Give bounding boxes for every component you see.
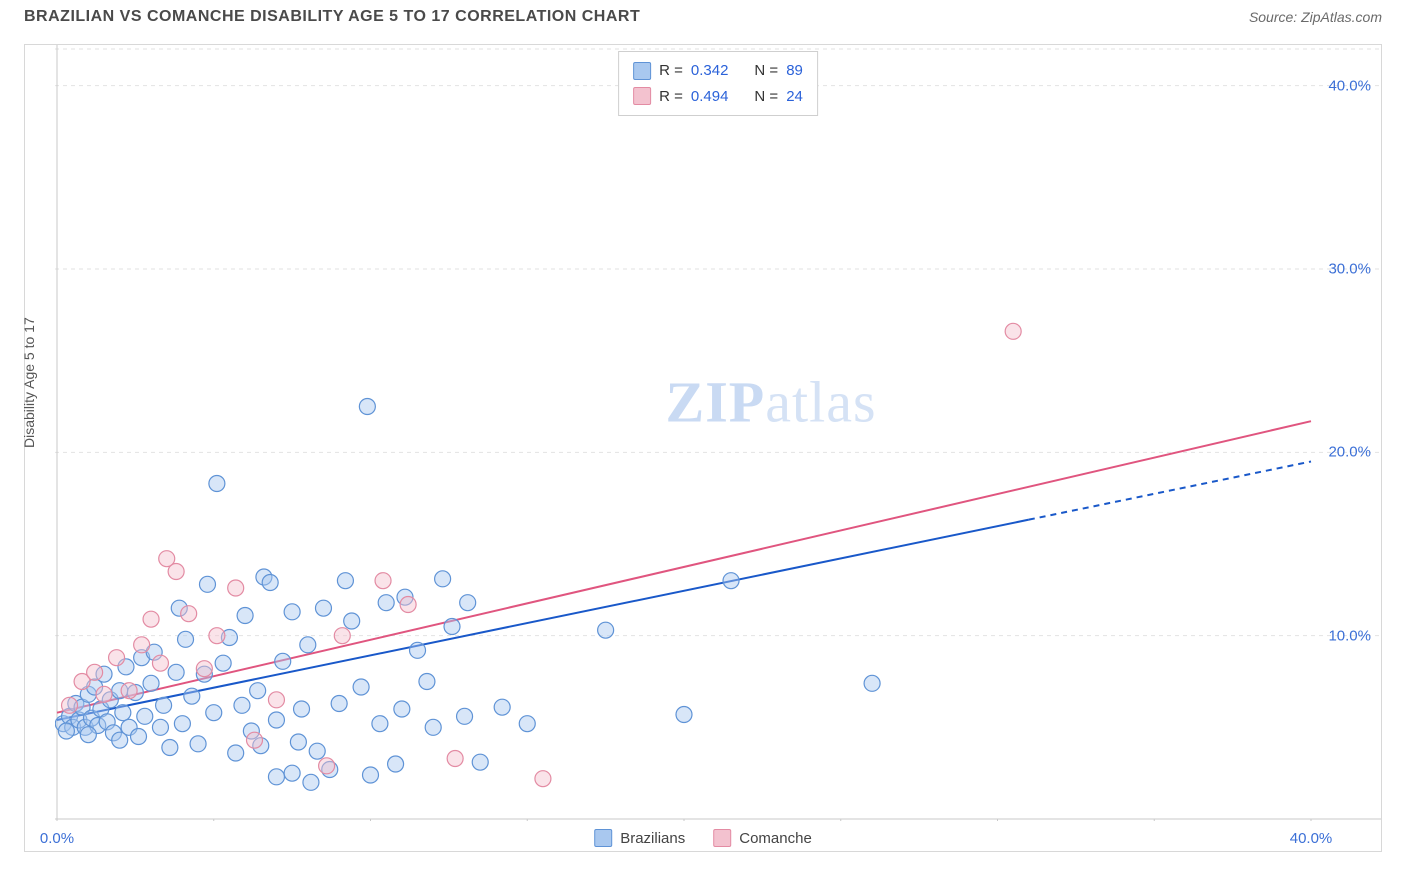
chart-container: Disability Age 5 to 17 ZIPatlas R =0.342…: [24, 44, 1382, 852]
legend-swatch: [713, 829, 731, 847]
legend-item: Brazilians: [594, 829, 685, 847]
x-tick-label: 0.0%: [40, 830, 74, 847]
r-label: R =: [659, 84, 683, 110]
y-tick-label: 10.0%: [1328, 627, 1371, 644]
y-axis-label: Disability Age 5 to 17: [21, 317, 37, 448]
legend-item: Comanche: [713, 829, 812, 847]
r-label: R =: [659, 58, 683, 84]
legend-label: Comanche: [739, 830, 812, 847]
r-value: 0.494: [691, 84, 729, 110]
scatter-plot: [55, 45, 1381, 821]
legend-swatch: [633, 87, 651, 105]
y-tick-label: 30.0%: [1328, 261, 1371, 278]
legend-swatch: [594, 829, 612, 847]
plot-area: ZIPatlas R =0.342N =89R =0.494N =24 10.0…: [55, 45, 1381, 821]
source-label: Source: ZipAtlas.com: [1249, 9, 1382, 25]
x-tick-label: 40.0%: [1290, 830, 1333, 847]
y-tick-label: 20.0%: [1328, 444, 1371, 461]
legend-swatch: [633, 62, 651, 80]
n-label: N =: [754, 58, 778, 84]
legend-series: Brazilians Comanche: [594, 829, 812, 847]
legend-stat-row: R = 0.342 N = 89: [633, 58, 803, 84]
n-value: 89: [786, 58, 803, 84]
r-value: 0.342: [691, 58, 729, 84]
chart-title: BRAZILIAN VS COMANCHE DISABILITY AGE 5 T…: [24, 8, 640, 26]
n-label: N =: [754, 84, 778, 110]
n-value: 24: [786, 84, 803, 110]
legend-stats: R = 0.342 N = 89 R = 0.494 N = 24: [618, 51, 818, 116]
y-tick-label: 40.0%: [1328, 77, 1371, 94]
legend-stat-row: R = 0.494 N = 24: [633, 84, 803, 110]
legend-label: Brazilians: [620, 830, 685, 847]
